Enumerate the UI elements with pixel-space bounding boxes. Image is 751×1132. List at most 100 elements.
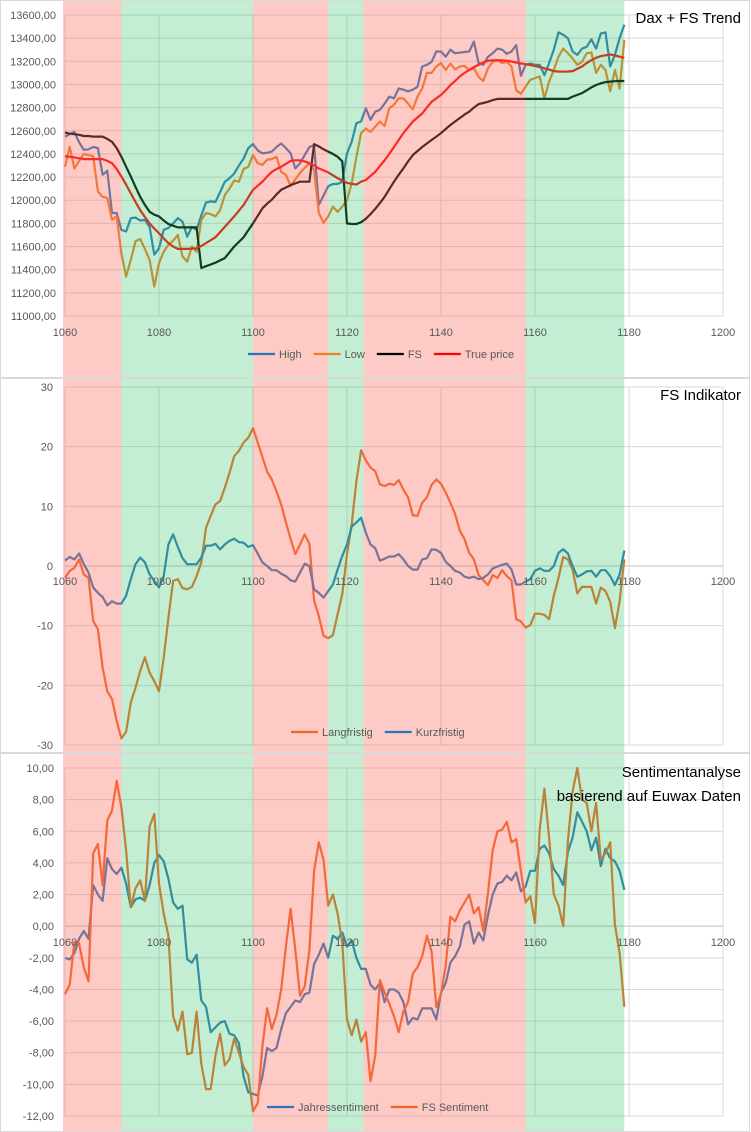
y-tick-label: -10	[37, 621, 53, 633]
x-tick-label: 1120	[335, 576, 359, 588]
region-green	[525, 379, 625, 752]
region-red	[63, 379, 122, 752]
legend-item: Low	[313, 349, 365, 361]
x-tick-label: 1080	[147, 576, 171, 588]
y-tick-label: 12600,00	[10, 126, 56, 138]
legend-item: FS Sentiment	[390, 1102, 489, 1114]
y-tick-label: 11800,00	[11, 218, 56, 230]
region-green	[121, 379, 254, 752]
x-tick-label: 1060	[53, 937, 77, 949]
legend-item: High	[248, 349, 302, 361]
legend-label: High	[279, 349, 302, 361]
region-green	[328, 754, 364, 1131]
y-tick-label: -4,00	[29, 984, 54, 996]
region-red	[63, 754, 122, 1131]
legend-label: Langfristig	[322, 727, 373, 739]
series-line-langfristig	[64, 427, 626, 740]
legend: High Low FS True price	[248, 349, 514, 361]
y-tick-label: 11200,00	[11, 288, 56, 300]
x-tick-label: 1100	[241, 937, 265, 949]
y-tick-label: 2,00	[33, 890, 54, 902]
panel-frame	[0, 0, 750, 378]
region-green	[525, 754, 625, 1131]
x-tick-label: 1180	[617, 937, 641, 949]
y-tick-label: 0,00	[33, 921, 54, 933]
legend-item: FS	[376, 349, 422, 361]
x-tick-label: 1140	[429, 937, 453, 949]
x-tick-label: 1060	[53, 576, 77, 588]
y-tick-label: -30	[37, 740, 53, 752]
y-tick-label: 12400,00	[10, 149, 56, 161]
y-tick-label: 0	[47, 561, 53, 573]
x-tick-label: 1180	[617, 576, 641, 588]
y-tick-label: 6,00	[33, 826, 54, 838]
x-tick-label: 1200	[711, 937, 735, 949]
y-tick-label: 8,00	[33, 795, 54, 807]
legend: Jahressentiment FS Sentiment	[267, 1102, 488, 1114]
legend-item: Langfristig	[291, 727, 373, 739]
chart-panel-3: 10,00 8,00 6,00 4,00 2,00 0,00 -2,00 -4,00 -6,00…	[0, 753, 750, 1132]
legend-item: True price	[433, 349, 514, 361]
y-tick-label: 13200,00	[10, 56, 56, 68]
legend-label: True price	[465, 349, 514, 361]
y-tick-label: 4,00	[33, 858, 54, 870]
y-tick-label: 11400,00	[11, 265, 56, 277]
y-tick-label: 10,00	[26, 763, 54, 775]
y-tick-label: 13000,00	[10, 79, 56, 91]
y-tick-label: -2,00	[29, 953, 54, 965]
y-tick-label: 11000,00	[11, 311, 56, 323]
x-tick-label: 1100	[241, 327, 265, 339]
legend: Langfristig Kurzfristig	[291, 727, 465, 739]
legend-label: Kurzfristig	[416, 727, 465, 739]
y-tick-label: -8,00	[29, 1048, 54, 1060]
y-tick-label: -10,00	[23, 1079, 54, 1091]
y-tick-label: 10	[41, 501, 53, 513]
legend-label: FS Sentiment	[422, 1102, 489, 1114]
chart-title: Sentimentanalyse	[622, 764, 741, 781]
series-line-kurzfristig	[64, 516, 626, 607]
chart-title: FS Indikator	[660, 387, 741, 404]
region-red	[253, 379, 329, 752]
series-line-true-price	[64, 53, 625, 250]
chart-title: Dax + FS Trend	[636, 10, 741, 27]
y-tick-label: 20	[41, 442, 53, 454]
x-tick-label: 1180	[617, 327, 641, 339]
x-tick-label: 1200	[711, 576, 735, 588]
region-red	[363, 1, 526, 377]
x-tick-label: 1080	[147, 327, 171, 339]
x-tick-label: 1140	[429, 327, 453, 339]
x-tick-label: 1140	[429, 576, 453, 588]
x-tick-label: 1160	[523, 937, 547, 949]
y-tick-label: 11600,00	[11, 242, 56, 254]
y-tick-label: -20	[37, 680, 53, 692]
x-tick-label: 1120	[335, 327, 359, 339]
legend-label: Low	[345, 349, 365, 361]
legend-item: Kurzfristig	[384, 727, 465, 739]
series-line-fs	[64, 79, 625, 270]
y-tick-label: 12200,00	[10, 172, 56, 184]
region-green	[121, 754, 254, 1131]
panel-frame	[0, 753, 750, 1132]
region-red	[363, 379, 526, 752]
region-red	[363, 754, 526, 1131]
legend-label: FS	[408, 349, 422, 361]
x-tick-label: 1160	[523, 327, 547, 339]
y-tick-label: 12000,00	[10, 195, 56, 207]
chart-panel-2: 30 20 10 0 -10 -20 -30 1060 1080 1100 1120 1140 1160…	[0, 378, 750, 753]
legend-label: Jahressentiment	[298, 1102, 379, 1114]
legend-item: Jahressentiment	[267, 1102, 379, 1114]
y-tick-label: 13600,00	[10, 10, 56, 22]
y-tick-label: 30	[41, 382, 53, 394]
x-tick-label: 1100	[241, 576, 265, 588]
series-line-high	[64, 24, 626, 256]
y-tick-label: -6,00	[29, 1016, 54, 1028]
y-tick-label: 13400,00	[10, 33, 56, 45]
region-green	[525, 1, 625, 377]
y-tick-label: 12800,00	[10, 103, 56, 115]
region-green	[328, 1, 364, 377]
chart-title: basierend auf Euwax Daten	[557, 788, 741, 805]
x-tick-label: 1080	[147, 937, 171, 949]
x-tick-label: 1160	[523, 576, 547, 588]
chart-panel-1: 13600,00 13400,00 13200,00 13000,00 12800,00…	[0, 0, 750, 378]
